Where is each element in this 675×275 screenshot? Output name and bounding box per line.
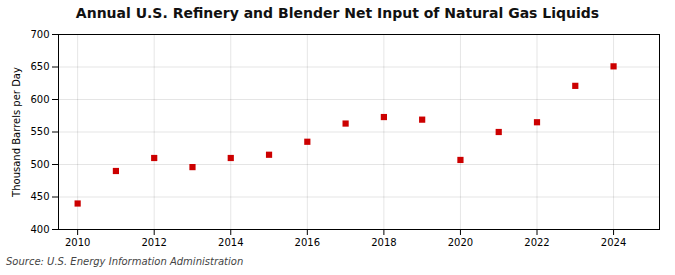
svg-text:2018: 2018 [371, 237, 396, 248]
svg-text:550: 550 [30, 126, 49, 137]
svg-text:650: 650 [30, 61, 49, 72]
html-text:Annual U.S. Refinery and Blend: Annual U.S. Refinery and Blender Net Inp… [75, 5, 600, 21]
svg-text:2014: 2014 [218, 237, 243, 248]
svg-text:600: 600 [30, 94, 49, 105]
svg-text:2024: 2024 [601, 237, 626, 248]
svg-text:2022: 2022 [524, 237, 549, 248]
html-text:Source: U.S. Energy Informatio: Source: U.S. Energy Information Administ… [6, 256, 244, 267]
svg-text:400: 400 [30, 224, 49, 235]
svg-text:2020: 2020 [448, 237, 473, 248]
svg-text:2010: 2010 [65, 237, 90, 248]
svg-text:500: 500 [30, 159, 49, 170]
svg-text:700: 700 [30, 29, 49, 40]
svg-text:Thousand Barrels per Day: Thousand Barrels per Day [11, 67, 22, 198]
svg-text:2012: 2012 [141, 237, 166, 248]
svg-text:450: 450 [30, 191, 49, 202]
svg-text:2016: 2016 [295, 237, 320, 248]
